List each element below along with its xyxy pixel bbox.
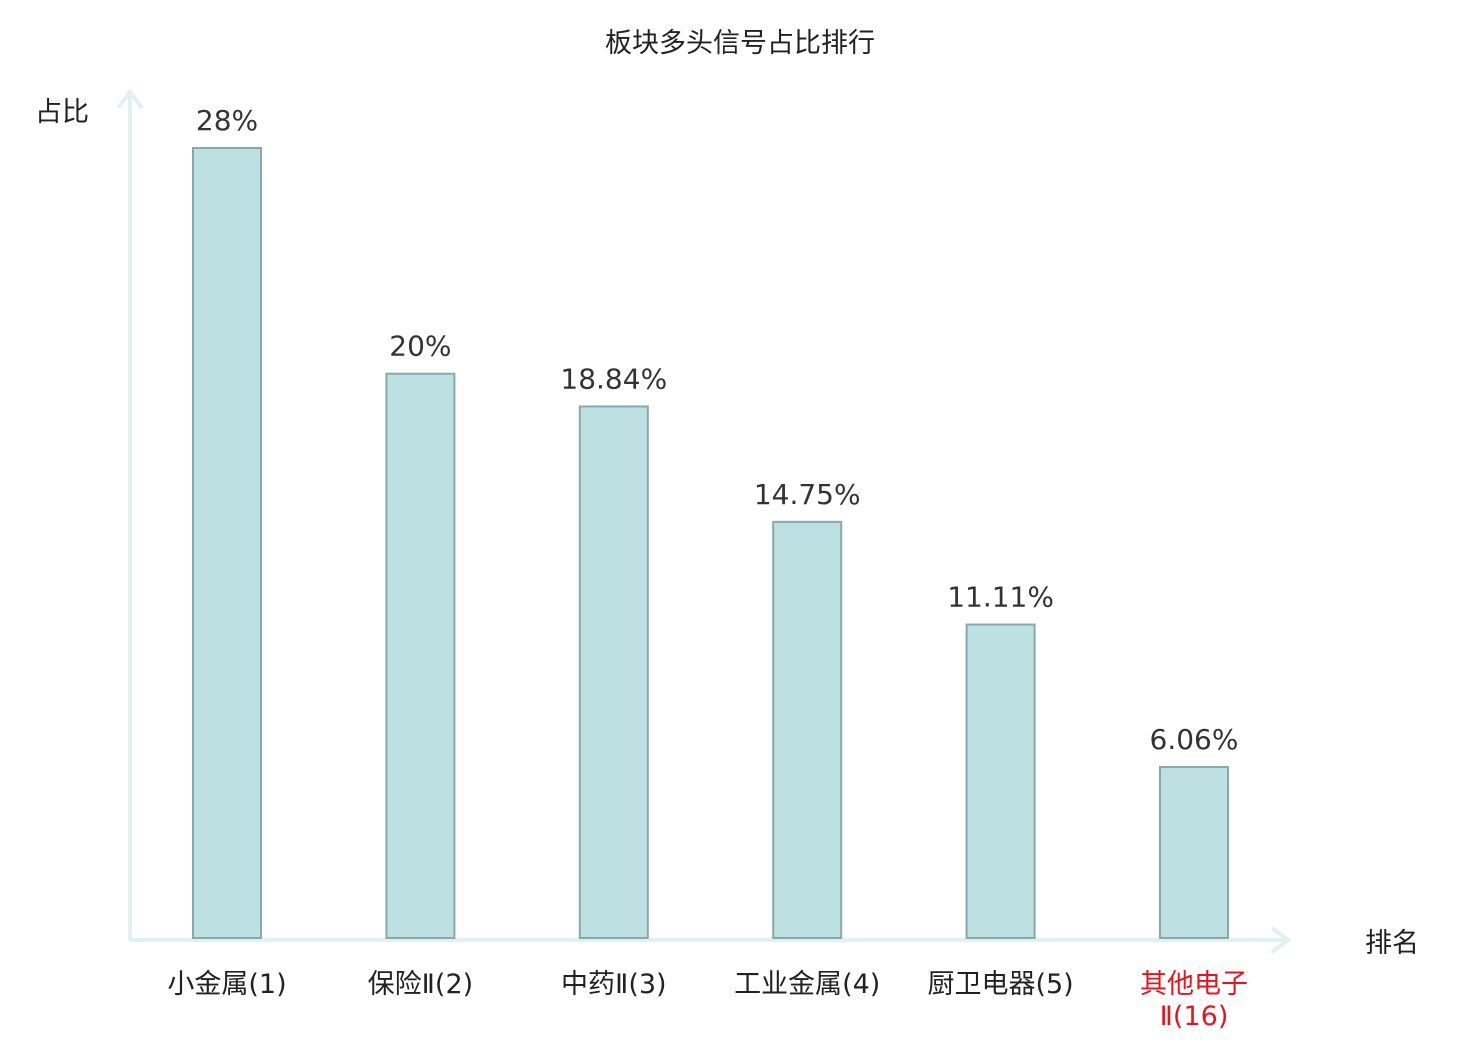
category-name: 工业金属: [734, 969, 842, 1000]
category-name: 厨卫电器: [927, 969, 1035, 1000]
axes: [116, 88, 1292, 954]
category-name: 中药Ⅱ: [561, 969, 628, 1000]
category-label: 保险Ⅱ(2): [368, 969, 474, 1000]
x-axis-arrow: [1270, 926, 1292, 954]
value-label: 20%: [389, 330, 451, 363]
category-rank: (4): [842, 969, 880, 1000]
category-label: 工业金属(4): [734, 969, 880, 1000]
chart-title: 板块多头信号占比排行: [605, 28, 875, 59]
value-labels-group: 28% 20% 18.84% 14.75% 11.11% 6.06%: [196, 104, 1239, 756]
category-rank: (2): [435, 969, 473, 1000]
category-labels-group: 小金属(1) 保险Ⅱ(2) 中药Ⅱ(3) 工业金属(4) 厨卫电器(5) 其他电子Ⅱ(16…: [167, 969, 1248, 1032]
bar: [965, 623, 1036, 940]
category-name: 保险Ⅱ: [368, 969, 435, 1000]
bars-group: [192, 147, 1229, 940]
category-label: 中药Ⅱ(3): [561, 969, 667, 1000]
category-rank: (1): [248, 969, 286, 1000]
category-rank: (3): [628, 969, 666, 1000]
y-axis-label: 占比: [35, 97, 89, 128]
category-rank: Ⅱ(16): [1160, 1001, 1229, 1032]
value-label: 28%: [196, 104, 258, 137]
value-label: 11.11%: [947, 581, 1054, 614]
y-axis-arrow: [116, 88, 144, 110]
bar: [192, 147, 262, 939]
value-label: 6.06%: [1150, 723, 1239, 756]
category-label: 厨卫电器(5): [927, 969, 1073, 1000]
value-label: 14.75%: [754, 478, 861, 511]
category-label: 小金属(1): [167, 969, 286, 1000]
bar: [385, 372, 456, 939]
bar: [1159, 766, 1229, 939]
category-label: 其他电子: [1140, 969, 1248, 1000]
value-label: 18.84%: [560, 362, 667, 395]
bar: [578, 405, 649, 939]
category-name: 小金属: [167, 969, 248, 1000]
bar: [772, 520, 843, 939]
category-rank: (5): [1035, 969, 1073, 1000]
x-axis-label: 排名: [1365, 928, 1419, 959]
